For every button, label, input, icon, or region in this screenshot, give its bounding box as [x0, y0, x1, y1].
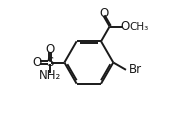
Text: O: O: [121, 20, 130, 33]
Text: O: O: [32, 56, 41, 69]
Text: CH₃: CH₃: [129, 22, 148, 32]
Text: O: O: [99, 7, 108, 20]
Text: NH₂: NH₂: [39, 69, 61, 82]
Text: Br: Br: [129, 63, 142, 76]
Text: S: S: [46, 56, 53, 69]
Text: O: O: [45, 43, 54, 56]
